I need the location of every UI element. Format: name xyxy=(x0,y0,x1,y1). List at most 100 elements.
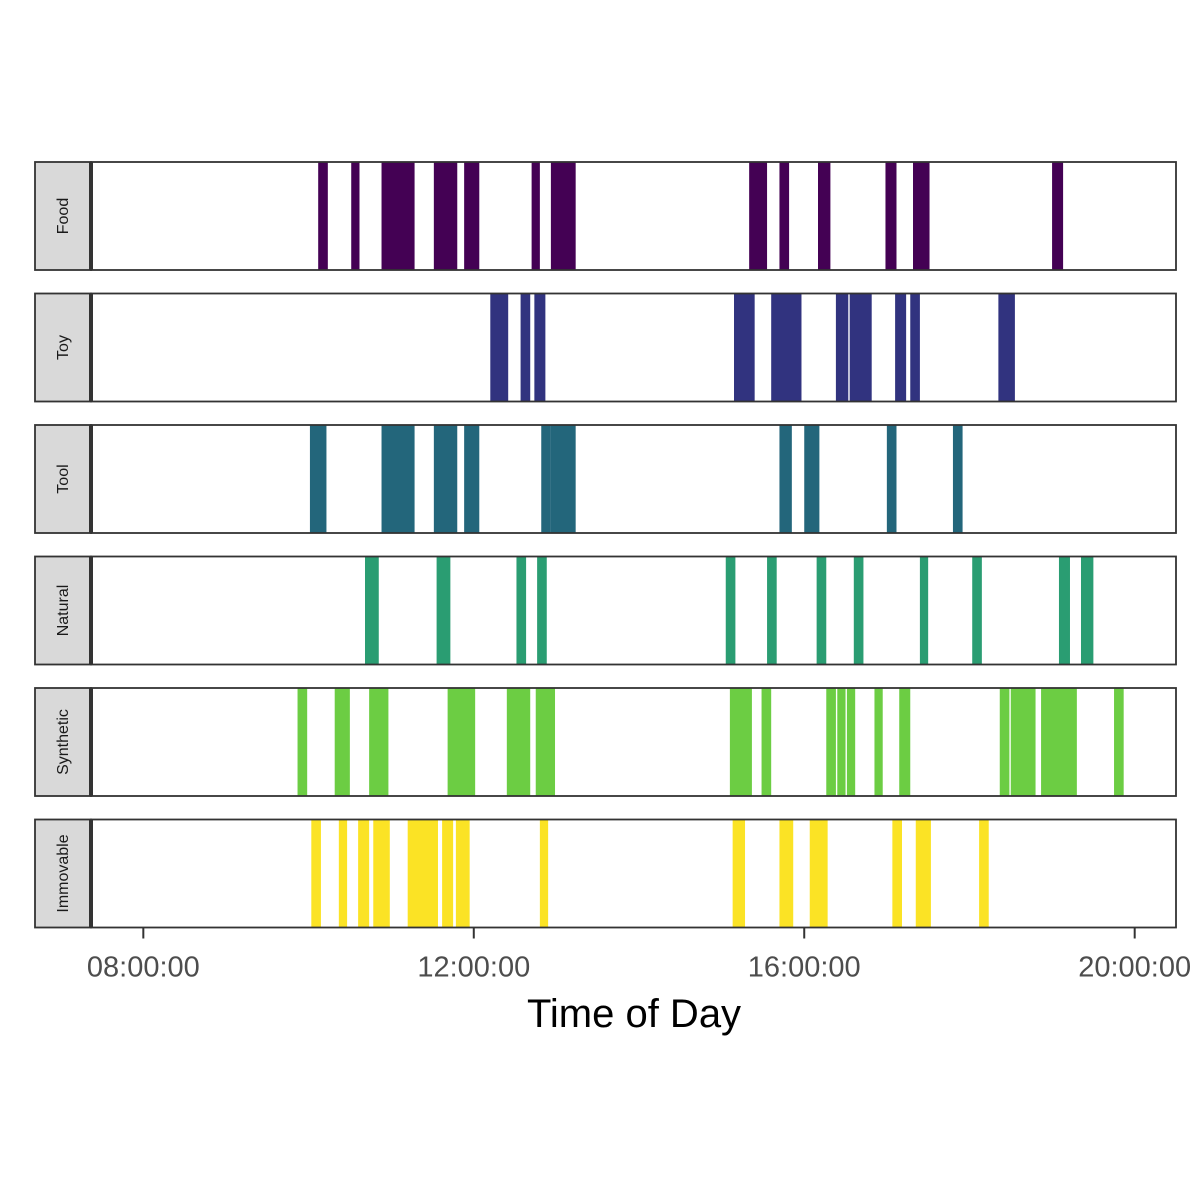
event-bar xyxy=(311,819,321,928)
event-bar xyxy=(749,162,768,270)
event-bar xyxy=(804,425,820,533)
facet-label-toy: Toy xyxy=(55,335,72,360)
facet-label-food: Food xyxy=(55,198,72,234)
event-bar xyxy=(846,688,856,796)
event-bar xyxy=(455,819,470,928)
event-bar xyxy=(541,425,551,533)
event-bar xyxy=(849,293,872,402)
event-bar xyxy=(837,688,846,796)
event-bar xyxy=(732,819,746,928)
event-bar xyxy=(826,688,836,796)
event-bar xyxy=(734,293,755,402)
facet-label-synthetic: Synthetic xyxy=(55,709,72,775)
event-bar xyxy=(979,819,989,928)
event-bar xyxy=(999,688,1010,796)
facet-label-tool: Tool xyxy=(55,464,72,493)
event-bar xyxy=(433,425,458,533)
event-bar xyxy=(381,425,415,533)
event-bar xyxy=(779,162,790,270)
facet-food: Food xyxy=(34,161,1177,271)
panel-background xyxy=(91,688,1176,796)
event-bar xyxy=(436,556,451,665)
event-bar xyxy=(309,425,327,533)
event-bar xyxy=(910,293,920,402)
event-bar xyxy=(1058,556,1070,665)
panel-background xyxy=(91,556,1176,665)
panel-background xyxy=(91,819,1176,928)
event-bar xyxy=(972,556,982,665)
event-bar xyxy=(885,162,897,270)
event-bar xyxy=(1052,162,1064,270)
event-bar xyxy=(915,819,931,928)
facet-natural: Natural xyxy=(34,555,1177,666)
event-bar xyxy=(520,293,531,402)
event-bar xyxy=(818,162,831,270)
x-tick-label: 20:00:00 xyxy=(1078,952,1191,984)
event-bar xyxy=(835,293,849,402)
event-bar xyxy=(767,556,777,665)
event-bar xyxy=(373,819,390,928)
panel-background xyxy=(91,293,1176,402)
event-bar xyxy=(998,293,1015,402)
event-bar xyxy=(358,819,370,928)
event-bar xyxy=(550,425,576,533)
event-bar xyxy=(809,819,828,928)
event-bar xyxy=(365,556,379,665)
event-bar xyxy=(369,688,389,796)
event-bar xyxy=(351,162,360,270)
facet-strip xyxy=(34,687,92,797)
event-bar xyxy=(442,819,454,928)
event-bar xyxy=(318,162,328,270)
facet-strip xyxy=(34,555,92,666)
event-bar xyxy=(779,819,794,928)
facet-label-natural: Natural xyxy=(55,585,72,637)
facet-toy: Toy xyxy=(34,292,1177,403)
event-bar xyxy=(537,556,547,665)
event-bar xyxy=(892,819,902,928)
facet-strip xyxy=(34,292,92,403)
event-bar xyxy=(534,293,546,402)
event-bar xyxy=(490,293,509,402)
facet-panels: Food Toy Tool Natural Synthetic Immovable xyxy=(34,161,1177,929)
event-bar xyxy=(334,688,350,796)
event-bar xyxy=(539,819,549,928)
event-bar xyxy=(1114,688,1124,796)
event-bar xyxy=(1010,688,1036,796)
event-bar xyxy=(338,819,348,928)
event-bar xyxy=(535,688,556,796)
event-bar xyxy=(464,425,480,533)
x-tick-label: 08:00:00 xyxy=(87,952,200,984)
facet-strip xyxy=(34,818,92,929)
event-bar xyxy=(899,688,911,796)
event-bar xyxy=(407,819,438,928)
event-bar xyxy=(886,425,897,533)
event-bar xyxy=(725,556,736,665)
event-bar xyxy=(919,556,929,665)
event-bar xyxy=(297,688,308,796)
event-bar xyxy=(381,162,415,270)
x-axis-title: Time of Day xyxy=(527,992,741,1036)
event-bar xyxy=(447,688,476,796)
event-bar xyxy=(1080,556,1094,665)
facet-strip xyxy=(34,424,92,534)
panel-background xyxy=(91,425,1176,533)
event-bar xyxy=(761,688,772,796)
event-bar xyxy=(506,688,531,796)
event-bar xyxy=(1041,688,1077,796)
panel-background xyxy=(91,162,1176,270)
x-tick-label: 12:00:00 xyxy=(417,952,530,984)
event-bar xyxy=(853,556,864,665)
event-bar xyxy=(464,162,480,270)
event-bar xyxy=(729,688,752,796)
x-tick-label: 16:00:00 xyxy=(748,952,861,984)
facet-tool: Tool xyxy=(34,424,1177,534)
facet-synthetic: Synthetic xyxy=(34,687,1177,797)
event-bar xyxy=(771,293,802,402)
event-bar xyxy=(550,162,576,270)
x-axis: 08:00:00 12:00:00 16:00:00 20:00:00 xyxy=(87,927,1191,984)
facet-immovable: Immovable xyxy=(34,818,1177,929)
event-bar xyxy=(913,162,930,270)
event-bar xyxy=(779,425,792,533)
event-bar xyxy=(816,556,827,665)
